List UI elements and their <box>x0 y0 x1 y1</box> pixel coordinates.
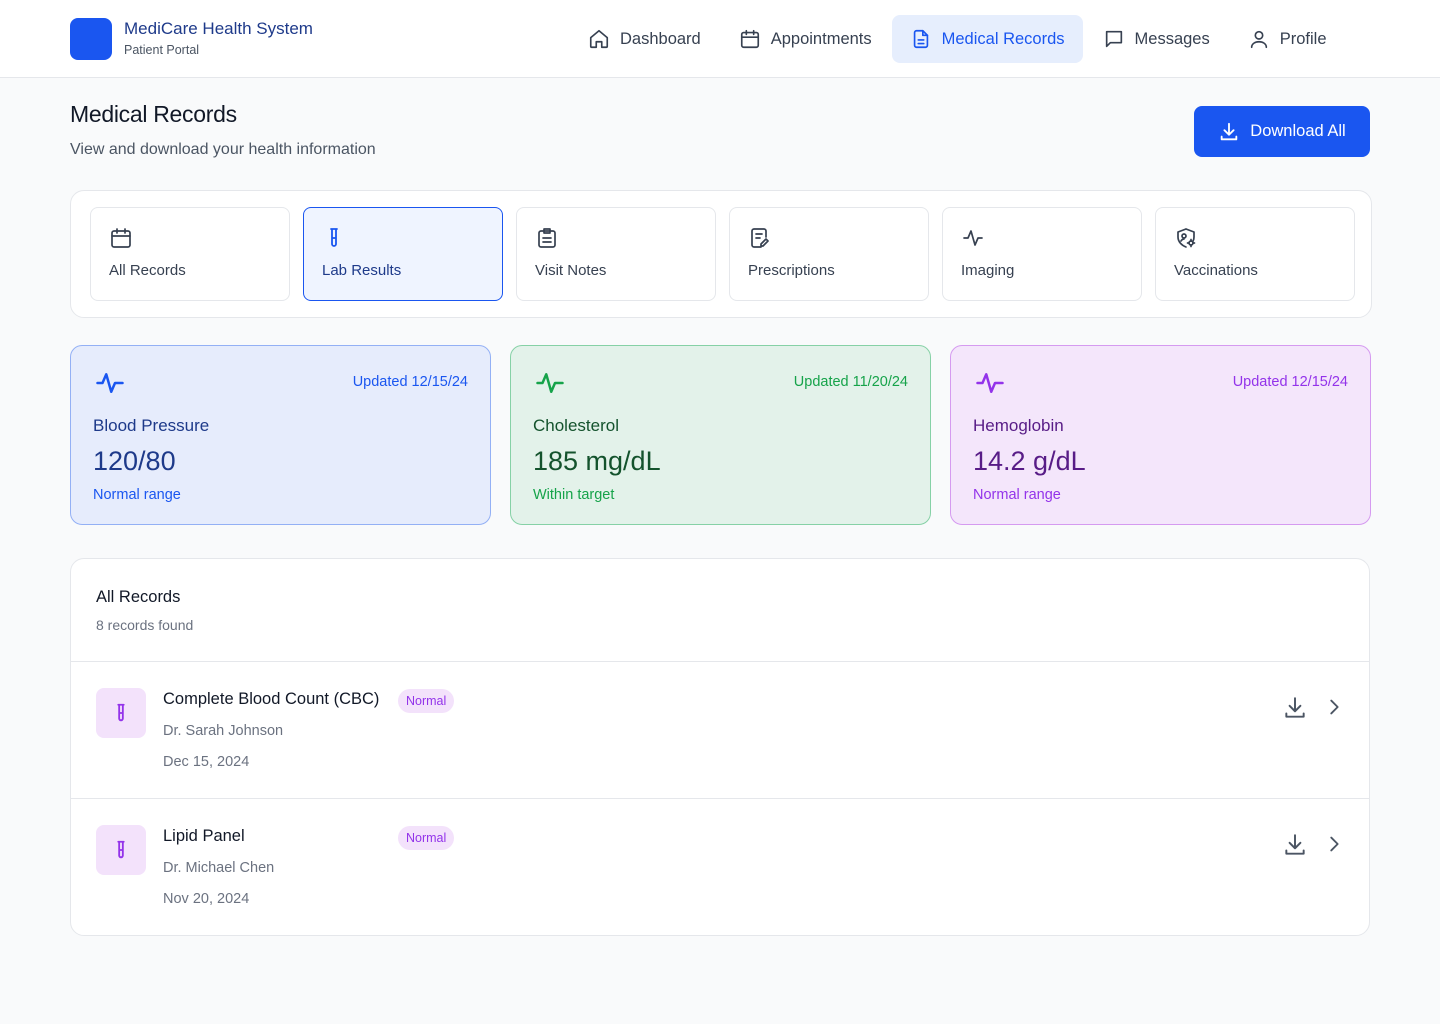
clipboard-icon <box>538 228 556 248</box>
metric-card-hemoglobin[interactable]: Updated 12/15/24 Hemoglobin 14.2 g/dL No… <box>950 345 1371 525</box>
record-row[interactable]: Lipid Panel Normal Dr. Michael Chen Nov … <box>71 799 1369 935</box>
prescription-icon <box>751 228 769 248</box>
record-name: Complete Blood Count (CBC) <box>163 690 380 708</box>
category-label: Visit Notes <box>535 262 607 279</box>
nav-item-medical-records[interactable]: Medical Records <box>891 15 1083 63</box>
download-all-button[interactable]: Download All <box>1194 106 1370 157</box>
activity-icon <box>536 373 564 393</box>
nav-label: Appointments <box>770 29 872 48</box>
metric-card-cholesterol[interactable]: Updated 11/20/24 Cholesterol 185 mg/dL W… <box>510 345 931 525</box>
download-icon[interactable] <box>1282 832 1308 858</box>
metric-value: 185 mg/dL <box>533 446 661 476</box>
nav-item-profile[interactable]: Profile <box>1230 15 1345 63</box>
download-icon <box>1221 122 1238 140</box>
metric-name: Blood Pressure <box>93 416 210 435</box>
logo[interactable] <box>70 18 112 60</box>
metric-note: Within target <box>533 487 615 503</box>
chevron-right-icon[interactable] <box>1323 833 1345 855</box>
category-imaging[interactable]: Imaging <box>942 207 1142 301</box>
page-subtitle: View and download your health informatio… <box>70 141 376 158</box>
calendar-icon <box>111 228 131 248</box>
status-badge: Normal <box>398 826 455 850</box>
category-label: All Records <box>109 262 186 279</box>
category-label: Prescriptions <box>748 262 835 279</box>
metric-value: 120/80 <box>93 446 176 476</box>
top-header: MediCare Health System Patient Portal Da… <box>0 0 1440 78</box>
document-icon <box>913 29 928 49</box>
nav-item-dashboard[interactable]: Dashboard <box>570 15 719 63</box>
page-title: Medical Records <box>70 101 237 127</box>
category-label: Vaccinations <box>1174 262 1258 279</box>
activity-icon <box>96 373 124 393</box>
nav-label: Dashboard <box>620 29 701 48</box>
status-badge: Normal <box>398 689 455 713</box>
record-date: Nov 20, 2024 <box>163 891 250 907</box>
category-lab-results[interactable]: Lab Results <box>303 207 503 301</box>
category-prescriptions[interactable]: Prescriptions <box>729 207 929 301</box>
record-name: Lipid Panel <box>163 827 245 845</box>
metric-name: Hemoglobin <box>973 416 1064 435</box>
records-header: All Records 8 records found <box>71 559 1369 662</box>
metric-updated: Updated 12/15/24 <box>1232 374 1348 390</box>
home-icon <box>589 29 609 49</box>
calendar-icon <box>740 29 759 49</box>
metric-note: Normal range <box>973 487 1061 503</box>
main-nav: Dashboard Appointments Medical Records M… <box>570 15 1345 63</box>
download-all-label: Download All <box>1250 122 1346 140</box>
nav-item-appointments[interactable]: Appointments <box>721 15 890 63</box>
brand-subtitle: Patient Portal <box>124 43 200 57</box>
download-icon[interactable] <box>1282 695 1308 721</box>
chevron-right-icon[interactable] <box>1323 696 1345 718</box>
record-doctor: Dr. Sarah Johnson <box>163 723 284 739</box>
test-tube-icon <box>117 840 125 859</box>
category-filter-panel: All Records Lab Results Visit Notes Pres… <box>70 190 1372 318</box>
brand-name: MediCare Health System <box>124 19 313 38</box>
record-type-icon <box>96 688 146 738</box>
nav-label: Medical Records <box>941 29 1065 48</box>
metric-updated: Updated 12/15/24 <box>352 374 468 390</box>
record-type-icon <box>96 825 146 875</box>
shield-gear-icon <box>1177 228 1196 248</box>
user-icon <box>1250 30 1267 49</box>
activity-icon <box>963 230 983 246</box>
test-tube-icon <box>330 228 338 247</box>
metric-card-blood-pressure[interactable]: Updated 12/15/24 Blood Pressure 120/80 N… <box>70 345 491 525</box>
category-all-records[interactable]: All Records <box>90 207 290 301</box>
message-icon <box>1105 30 1122 48</box>
record-doctor: Dr. Michael Chen <box>163 860 275 876</box>
nav-item-messages[interactable]: Messages <box>1085 15 1228 63</box>
records-title: All Records <box>96 588 181 606</box>
metric-name: Cholesterol <box>533 416 619 435</box>
category-label: Imaging <box>961 262 1015 279</box>
metric-value: 14.2 g/dL <box>973 446 1086 476</box>
metric-updated: Updated 11/20/24 <box>793 374 908 390</box>
category-visit-notes[interactable]: Visit Notes <box>516 207 716 301</box>
category-vaccinations[interactable]: Vaccinations <box>1155 207 1355 301</box>
nav-label: Profile <box>1279 29 1327 48</box>
category-label: Lab Results <box>322 262 402 279</box>
record-row[interactable]: Complete Blood Count (CBC) Normal Dr. Sa… <box>71 662 1369 799</box>
test-tube-icon <box>117 703 125 722</box>
activity-icon <box>976 373 1004 393</box>
records-count: 8 records found <box>96 617 194 633</box>
record-date: Dec 15, 2024 <box>163 754 250 770</box>
metric-note: Normal range <box>93 487 181 503</box>
records-list: All Records 8 records found Complete Blo… <box>70 558 1370 936</box>
nav-label: Messages <box>1134 29 1210 48</box>
